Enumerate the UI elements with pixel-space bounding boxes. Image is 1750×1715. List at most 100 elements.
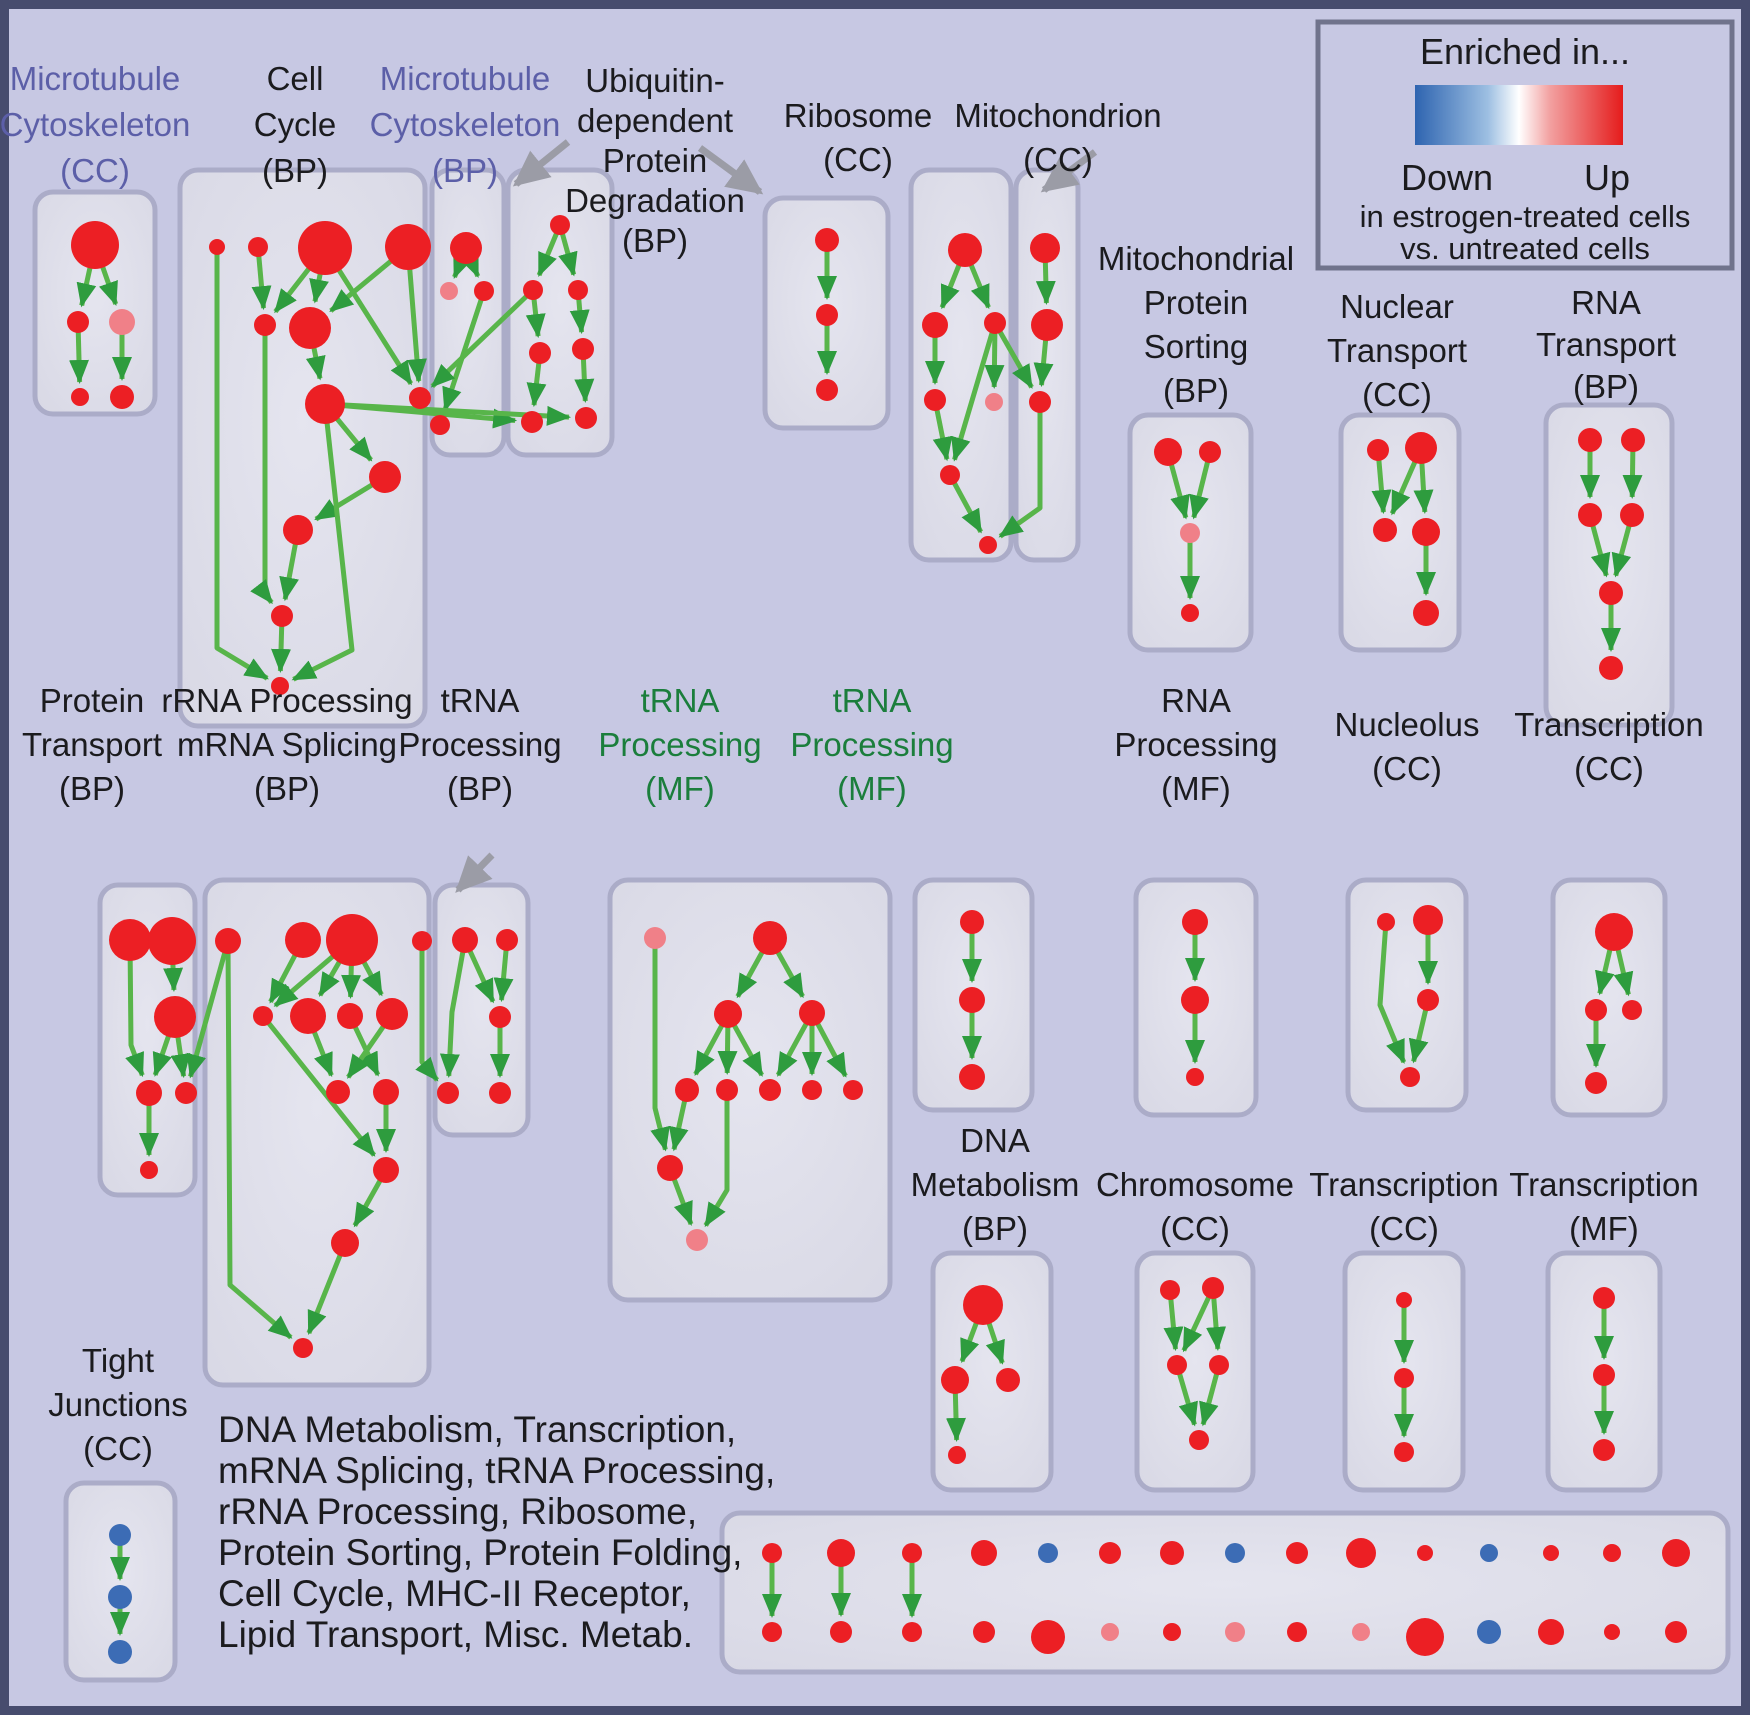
cluster-label-trna-processing-mf-small: tRNA: [833, 682, 912, 719]
go-term-node-rna-processing-mf-1: [1181, 986, 1209, 1014]
go-term-node-rrna-processing-12: [293, 1338, 313, 1358]
go-term-node-transcription-cc-lower-2: [1394, 1442, 1414, 1462]
go-term-node-ribosome-3: [924, 389, 946, 411]
go-term-node-trna-processing-mf-small-2: [959, 1064, 985, 1090]
edge-cell-cycle-11: [250, 325, 274, 605]
cluster-label-ubiquitin-degradation: Ubiquitin-: [585, 62, 724, 99]
edge-ribosome-6: [947, 473, 983, 534]
go-term-node-ribosome-2: [984, 312, 1006, 334]
go-term-node-microtubule-cc-1: [67, 311, 89, 333]
edge-trna-processing-mf-large-0: [650, 938, 670, 1152]
go-term-node-cell-cycle-9: [283, 515, 313, 545]
cluster-label-rrna-processing: mRNA Splicing: [177, 726, 397, 763]
go-term-node-misc-strip-1: [827, 1539, 855, 1567]
go-term-node-ribosome-4: [985, 393, 1003, 411]
summary-note-line: Lipid Transport, Misc. Metab.: [218, 1614, 693, 1655]
go-term-node-misc-strip-9: [1346, 1538, 1376, 1568]
cluster-label-rna-transport: (BP): [1573, 368, 1639, 405]
cluster-box-nucleolus: [1345, 877, 1469, 1113]
go-term-node-cell-cycle-2: [298, 221, 352, 275]
go-term-node-cell-cycle-3: [385, 224, 431, 270]
cluster-label-trna-processing-bp: Processing: [398, 726, 561, 763]
go-term-node-ribosome-0: [948, 233, 982, 267]
edge-rrna-processing-9: [261, 1014, 377, 1157]
cluster-box-nuclear-transport: [1338, 412, 1462, 653]
cluster-label-trna-processing-mf-large: Processing: [598, 726, 761, 763]
go-term-node-rna-transport-0: [1578, 428, 1602, 452]
go-term-node-misc-strip-22: [1225, 1622, 1245, 1642]
cluster-label-nucleolus: Nucleolus: [1335, 706, 1480, 743]
go-term-node-misc-strip-3: [971, 1540, 997, 1566]
go-term-node-mitochondrion-1: [1031, 309, 1063, 341]
go-term-node-cell-cycle-11: [271, 677, 289, 695]
go-term-node-microtubule-bp-2: [474, 281, 494, 301]
cluster-label-mitochondrion: (CC): [1023, 141, 1093, 178]
go-term-node-mito-protein-sorting-2: [1180, 523, 1200, 543]
cluster-label-rna-processing-mf: (MF): [1161, 770, 1231, 807]
go-term-node-ubiquitin-cluster-6: [575, 407, 597, 429]
edge-cell-cycle-1: [251, 246, 272, 311]
cluster-label-transcription-cc-upper: Transcription: [1514, 706, 1704, 743]
go-term-node-ubiquitin-degradation-0: [815, 228, 839, 252]
go-term-node-chromosome-0: [1160, 1280, 1180, 1300]
go-term-node-trna-processing-mf-large-10: [686, 1229, 708, 1251]
go-term-node-rrna-processing-1: [285, 922, 321, 958]
go-term-node-chromosome-4: [1189, 1430, 1209, 1450]
go-term-node-rna-transport-1: [1621, 428, 1645, 452]
go-term-node-trna-processing-mf-small-1: [959, 987, 985, 1013]
legend-up-label: Up: [1584, 157, 1630, 198]
legend-box: [1315, 19, 1735, 271]
go-term-node-transcription-cc-lower-0: [1396, 1292, 1412, 1308]
cluster-label-protein-transport: Protein: [40, 682, 145, 719]
go-term-node-misc-strip-2: [902, 1543, 922, 1563]
cluster-label-chromosome: (CC): [1160, 1210, 1230, 1247]
go-term-node-misc-strip-25: [1406, 1618, 1444, 1656]
go-term-node-rrna-processing-4: [253, 1006, 273, 1026]
edge-chromosome-1: [1181, 1286, 1216, 1353]
edge-chromosome-4: [1199, 1364, 1222, 1427]
cluster-label-nuclear-transport: (CC): [1362, 376, 1432, 413]
go-term-node-misc-strip-6: [1160, 1541, 1184, 1565]
go-term-node-dna-metabolism-1: [941, 1366, 969, 1394]
cluster-label-microtubule-bp: Cytoskeleton: [370, 106, 561, 143]
go-term-node-misc-strip-21: [1163, 1623, 1181, 1641]
cluster-label-mitochondrion: Mitochondrion: [954, 97, 1161, 134]
figure-labels: Microtubule Cytoskeleton (CC) Cell Cycle (BP)…: [0, 60, 1704, 1655]
go-term-node-protein-transport-1: [148, 917, 196, 965]
cluster-box-chromosome: [1134, 1250, 1256, 1493]
cluster-label-dna-metabolism: Metabolism: [911, 1166, 1080, 1203]
summary-note-line: mRNA Splicing, tRNA Processing,: [218, 1450, 775, 1491]
legend-title: Enriched in...: [1420, 31, 1630, 72]
go-term-node-trna-processing-bp-2: [489, 1006, 511, 1028]
go-term-node-nucleolus-1: [1413, 905, 1443, 935]
go-term-node-trna-processing-mf-large-1: [753, 921, 787, 955]
go-term-node-protein-transport-2: [154, 996, 196, 1038]
go-term-node-misc-strip-18: [973, 1621, 995, 1643]
go-term-node-ribosome-6: [979, 536, 997, 554]
go-term-node-rna-processing-mf-2: [1186, 1068, 1204, 1086]
cross-edge-3: [992, 321, 1034, 389]
edge-protein-transport-0: [125, 939, 145, 1078]
go-term-node-ubiquitin-cluster-5: [521, 411, 543, 433]
go-term-node-trna-processing-mf-large-9: [657, 1155, 683, 1181]
cluster-label-tight-junctions: (CC): [83, 1430, 153, 1467]
go-term-node-rrna-processing-11: [331, 1229, 359, 1257]
cluster-box-transcription-cc-upper: [1550, 877, 1668, 1118]
cluster-label-tight-junctions: Tight: [82, 1342, 154, 1379]
cluster-label-nuclear-transport: Nuclear: [1340, 288, 1454, 325]
go-term-node-cell-cycle-6: [305, 384, 345, 424]
go-term-node-transcription-cc-upper-1: [1585, 999, 1607, 1021]
legend-down-label: Down: [1401, 157, 1493, 198]
cluster-label-microtubule-cc: Microtubule: [10, 60, 181, 97]
cluster-label-protein-transport: Transport: [22, 726, 162, 763]
go-term-node-rrna-processing-2: [326, 914, 378, 966]
go-term-node-rrna-processing-6: [337, 1003, 363, 1029]
go-term-node-misc-strip-0: [762, 1543, 782, 1563]
cluster-label-mito-protein-sorting: Sorting: [1144, 328, 1249, 365]
cluster-label-ubiquitin-degradation: Protein: [603, 142, 708, 179]
go-term-node-rna-transport-5: [1599, 656, 1623, 680]
go-term-node-ubiquitin-degradation-2: [816, 379, 838, 401]
cross-edge-4: [998, 402, 1043, 539]
go-term-node-misc-strip-12: [1543, 1545, 1559, 1561]
